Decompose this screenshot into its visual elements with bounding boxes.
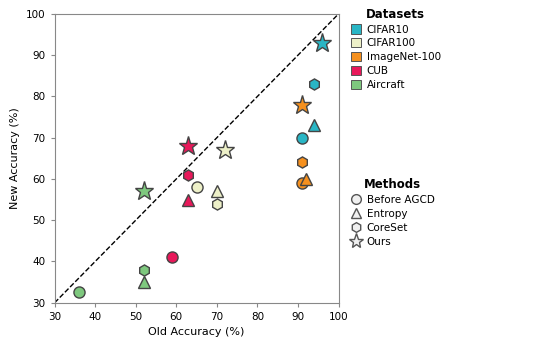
Legend: Before AGCD, Entropy, CoreSet, Ours: Before AGCD, Entropy, CoreSet, Ours bbox=[347, 174, 438, 251]
X-axis label: Old Accuracy (%): Old Accuracy (%) bbox=[149, 327, 245, 337]
Y-axis label: New Accuracy (%): New Accuracy (%) bbox=[10, 108, 20, 209]
Legend: CIFAR10, CIFAR100, ImageNet-100, CUB, Aircraft: CIFAR10, CIFAR100, ImageNet-100, CUB, Ai… bbox=[347, 3, 445, 94]
